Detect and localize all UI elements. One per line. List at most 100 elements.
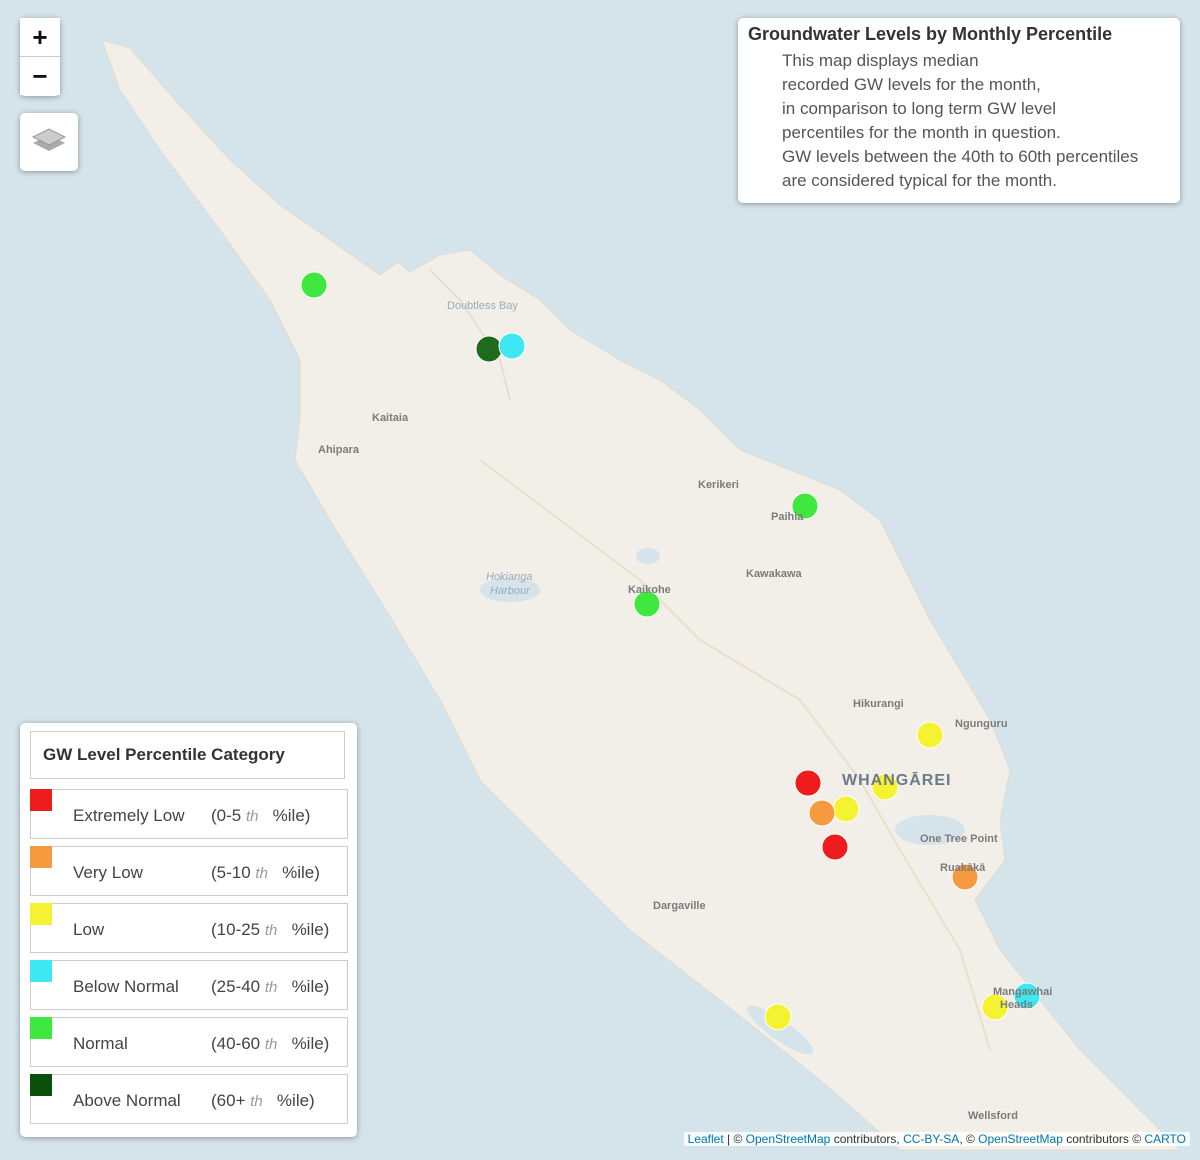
range: (60+: [211, 1091, 246, 1110]
unit: %ile): [291, 977, 330, 996]
legend-range: (0-5 th %ile): [211, 806, 310, 826]
marker[interactable]: [821, 833, 849, 861]
marker[interactable]: [832, 795, 860, 823]
legend-name: Above Normal: [73, 1091, 181, 1110]
info-line: are considered typical for the month.: [782, 171, 1057, 190]
info-text: This map displays median recorded GW leve…: [738, 49, 1180, 193]
place-label: Hokianga: [486, 571, 533, 583]
attribution: Leaflet | © OpenStreetMap contributors, …: [683, 1132, 1190, 1146]
legend-range: (25-40 th %ile): [211, 977, 329, 997]
marker[interactable]: [475, 335, 503, 363]
info-line: in comparison to long term GW level: [782, 99, 1056, 118]
marker[interactable]: [951, 863, 979, 891]
legend-swatch: [30, 789, 52, 811]
info-panel: Groundwater Levels by Monthly Percentile…: [738, 18, 1180, 203]
range: (5-10: [211, 863, 251, 882]
info-title: Groundwater Levels by Monthly Percentile: [748, 24, 1113, 44]
legend-swatch: [30, 1017, 52, 1039]
place-label: Paihia: [771, 511, 804, 523]
marker[interactable]: [633, 590, 661, 618]
place-label: Ruakākā: [940, 862, 986, 874]
place-label: One Tree Point: [920, 833, 998, 845]
marker[interactable]: [981, 993, 1009, 1021]
legend-item: Normal (40-60 th %ile): [30, 1017, 348, 1067]
attribution-text: contributors,: [830, 1132, 904, 1146]
legend-swatch: [30, 846, 52, 868]
zoom-in[interactable]: +: [20, 18, 60, 57]
attribution-link[interactable]: CC-BY-SA: [903, 1132, 960, 1146]
attribution-text: contributors ©: [1062, 1132, 1145, 1146]
harbour: [480, 578, 540, 602]
place-label: WHANGĀREI: [842, 772, 952, 789]
lake: [636, 548, 660, 564]
place-label: Mangawhai: [993, 986, 1053, 998]
legend-range: (5-10 th %ile): [211, 863, 320, 883]
marker[interactable]: [871, 773, 899, 801]
unit: %ile): [291, 1034, 330, 1053]
place-label: Ahipara: [318, 444, 359, 456]
info-line: percentiles for the month in question.: [782, 123, 1061, 142]
range: (10-25: [211, 920, 261, 939]
place-label: Wellsford: [968, 1110, 1018, 1122]
legend-name: Normal: [73, 1034, 128, 1053]
attribution-link[interactable]: OpenStreetMap: [745, 1132, 831, 1146]
ordinal: th: [255, 865, 268, 882]
marker[interactable]: [498, 332, 526, 360]
marker[interactable]: [794, 769, 822, 797]
place-label: Hikurangi: [853, 698, 904, 710]
range: (40-60: [211, 1034, 261, 1053]
legend: GW Level Percentile Category Extremely L…: [20, 723, 357, 1137]
legend-range: (10-25 th %ile): [211, 920, 329, 940]
attribution-link[interactable]: Leaflet: [687, 1132, 724, 1146]
unit: %ile): [282, 863, 320, 882]
place-label: Kawakawa: [746, 568, 802, 580]
place-label: Dargaville: [653, 900, 706, 912]
legend-range: (40-60 th %ile): [211, 1034, 329, 1054]
marker[interactable]: [300, 271, 328, 299]
legend-name: Extremely Low: [73, 806, 185, 825]
zoom-control: + −: [20, 18, 60, 96]
legend-item: Above Normal (60+ th %ile): [30, 1074, 348, 1124]
legend-swatch: [30, 960, 52, 982]
ordinal: th: [264, 979, 278, 996]
place-label: Harbour: [490, 585, 530, 597]
attribution-link[interactable]: OpenStreetMap: [978, 1132, 1063, 1146]
road: [479, 459, 991, 1051]
info-line: This map displays median: [782, 51, 979, 70]
marker[interactable]: [1013, 982, 1041, 1010]
marker[interactable]: [764, 1003, 792, 1031]
unit: %ile): [272, 806, 311, 825]
info-line: recorded GW levels for the month,: [782, 75, 1041, 94]
place-label: Doubtless Bay: [447, 300, 518, 312]
attribution-link[interactable]: CARTO: [1144, 1132, 1186, 1146]
place-label: Kerikeri: [698, 479, 739, 491]
legend-name: Low: [73, 920, 105, 939]
range: (0-5: [211, 806, 242, 825]
ordinal: th: [250, 1093, 263, 1110]
marker[interactable]: [808, 799, 836, 827]
legend-range: (60+ th %ile): [211, 1091, 315, 1111]
ordinal: th: [264, 1036, 278, 1053]
road: [429, 269, 511, 401]
marker[interactable]: [916, 721, 944, 749]
unit: %ile): [276, 1091, 315, 1110]
legend-item: Below Normal (25-40 th %ile): [30, 960, 348, 1010]
legend-swatch: [30, 1074, 52, 1096]
range: (25-40: [211, 977, 261, 996]
marker[interactable]: [791, 492, 819, 520]
unit: %ile): [291, 920, 330, 939]
legend-item: Extremely Low (0-5 th %ile): [30, 789, 348, 839]
legend-swatch: [30, 903, 52, 925]
legend-name: Below Normal: [73, 977, 179, 996]
zoom-out[interactable]: −: [20, 57, 60, 95]
info-line: GW levels between the 40th to 60th perce…: [782, 147, 1139, 166]
legend-title: GW Level Percentile Category: [30, 731, 345, 779]
markers: [300, 271, 1041, 1031]
attribution-text: , ©: [959, 1132, 979, 1146]
legend-item: Low (10-25 th %ile): [30, 903, 348, 953]
harbour: [895, 815, 965, 845]
place-label: Heads: [1000, 999, 1034, 1011]
layers-control[interactable]: [20, 113, 78, 171]
